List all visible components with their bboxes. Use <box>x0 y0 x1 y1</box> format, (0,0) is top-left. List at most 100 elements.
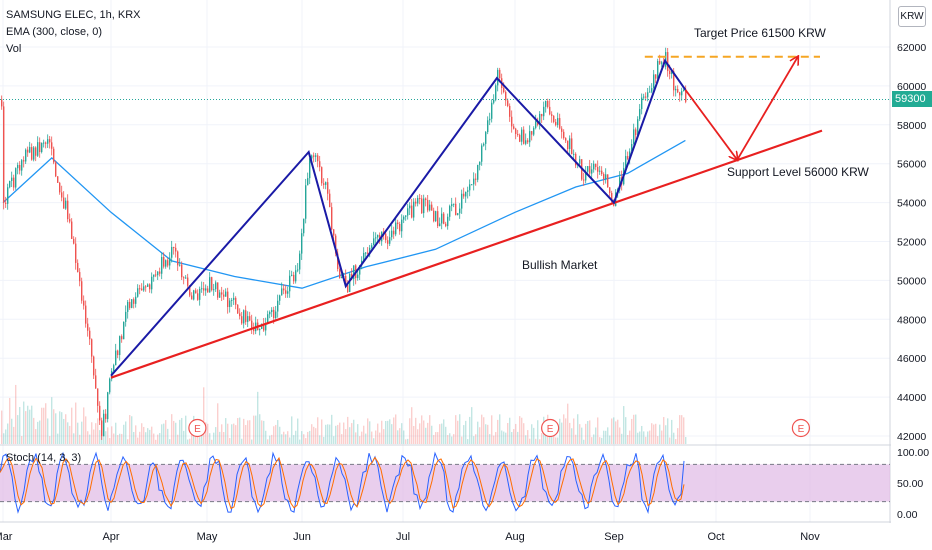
volume-bar <box>479 427 481 444</box>
symbol-legend[interactable]: SAMSUNG ELEC, 1h, KRX <box>6 9 141 21</box>
volume-bar <box>389 419 391 444</box>
candle-body <box>319 161 321 168</box>
volume-bar <box>149 429 151 444</box>
candle-body <box>147 284 149 287</box>
volume-bar <box>361 431 363 444</box>
candle-body <box>51 142 53 149</box>
candle-body <box>243 310 245 324</box>
candle-body <box>413 201 415 218</box>
candle-body <box>437 211 439 227</box>
volume-bar <box>353 419 355 444</box>
candle-body <box>167 260 169 266</box>
candle-body <box>665 52 667 67</box>
candle-body <box>127 301 129 312</box>
projection-arrow-up <box>736 57 798 161</box>
volume-bar <box>421 415 423 444</box>
candle-body <box>35 147 37 156</box>
volume-bar <box>31 405 33 444</box>
volume-bar <box>681 415 683 444</box>
volume-bar <box>677 428 679 444</box>
candle-body <box>573 153 575 155</box>
candle-body <box>21 160 23 171</box>
candle-body <box>183 277 185 279</box>
volume-bar <box>311 424 313 444</box>
candle-body <box>71 221 73 239</box>
candle-body <box>219 292 221 298</box>
volume-bar <box>207 423 209 444</box>
candle-body <box>409 205 411 209</box>
volume-bar <box>83 407 85 444</box>
candle-body <box>655 74 657 79</box>
volume-bar <box>159 433 161 444</box>
volume-bar <box>243 418 245 444</box>
candle-body <box>151 276 153 290</box>
volume-bar <box>237 418 239 444</box>
ema-legend[interactable]: EMA (300, close, 0) <box>6 26 102 38</box>
volume-bar <box>615 421 617 444</box>
volume-bar <box>303 434 305 444</box>
volume-bar <box>133 431 135 444</box>
volume-bar <box>613 417 615 444</box>
volume-bar <box>131 416 133 444</box>
candle-body <box>527 140 529 143</box>
volume-bar <box>521 417 523 444</box>
volume-bar <box>305 438 307 444</box>
candle-body <box>485 132 487 144</box>
candle-body <box>137 288 139 297</box>
volume-bar <box>11 418 13 444</box>
candle-body <box>285 290 287 294</box>
price-tick-label: 62000 <box>897 42 926 54</box>
volume-bar <box>9 397 11 444</box>
volume-bar <box>91 422 93 444</box>
volume-bar <box>137 437 139 444</box>
volume-bar <box>369 421 371 444</box>
volume-bar <box>275 424 277 444</box>
volume-bar <box>257 391 259 444</box>
volume-bar <box>173 420 175 444</box>
candle-body <box>447 216 449 227</box>
volume-bar <box>323 436 325 444</box>
volume-bar <box>447 435 449 444</box>
volume-bar <box>123 424 125 444</box>
candle-body <box>331 207 333 230</box>
volume-bar <box>457 420 459 444</box>
candle-body <box>327 182 329 194</box>
stoch-tick-label: 100.00 <box>897 447 929 459</box>
candle-body <box>681 91 683 96</box>
volume-bar <box>47 418 49 444</box>
volume-bar <box>425 427 427 444</box>
candle-body <box>225 291 227 297</box>
volume-bar <box>35 429 37 444</box>
candle-body <box>439 223 441 227</box>
volume-bar <box>347 416 349 444</box>
stoch-tick-label: 0.00 <box>897 509 918 521</box>
candle-body <box>473 178 475 185</box>
volume-bar <box>559 418 561 444</box>
candle-body <box>269 312 271 315</box>
volume-bar <box>633 414 635 444</box>
volume-bar <box>461 436 463 444</box>
volume-bar <box>569 422 571 444</box>
volume-bar <box>229 438 231 444</box>
volume-bar <box>181 417 183 444</box>
candle-body <box>117 350 119 356</box>
volume-bar <box>291 416 293 444</box>
stoch-legend[interactable]: Stoch (14, 3, 3) <box>6 452 82 464</box>
candle-body <box>629 151 631 159</box>
volume-legend[interactable]: Vol <box>6 43 22 55</box>
candle-body <box>235 297 237 305</box>
volume-bar <box>43 407 45 444</box>
currency-button[interactable]: KRW <box>898 6 926 27</box>
candle-body <box>339 268 341 279</box>
time-tick-label: Sep <box>604 531 624 543</box>
volume-bar <box>175 422 177 444</box>
candle-body <box>135 296 137 304</box>
candle-body <box>79 272 81 282</box>
volume-bar <box>115 422 117 444</box>
candle-body <box>667 52 669 72</box>
volume-bar <box>187 439 189 444</box>
candle-body <box>451 204 453 207</box>
candle-body <box>43 142 45 144</box>
volume-bar <box>675 439 677 444</box>
